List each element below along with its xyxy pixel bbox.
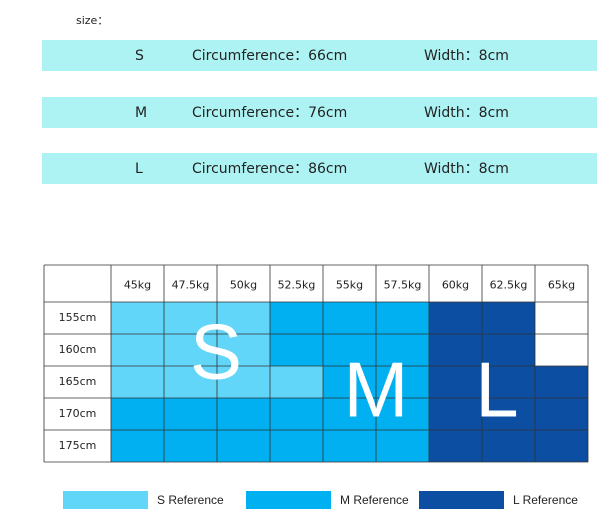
zone-letter: L [475,346,518,434]
weight-header: 57.5kg [384,279,422,292]
height-header: 155cm [59,311,97,324]
size-cell [376,398,429,430]
size-cell [270,302,323,334]
size-cell [535,430,588,462]
weight-header: 50kg [230,279,257,292]
size-cell [376,366,429,398]
size-cell [323,398,376,430]
size-cell [111,334,164,366]
size-row-bg [42,40,597,71]
size-cell [429,366,482,398]
size-cell [217,398,270,430]
legend-swatch [63,491,148,509]
weight-header: 45kg [124,279,151,292]
size-cell [429,334,482,366]
legend-swatch [419,491,504,509]
height-header: 170cm [59,407,97,420]
size-cell [270,430,323,462]
size-cell [164,302,217,334]
size-cell [217,302,270,334]
size-cell [376,302,429,334]
size-cell [535,366,588,398]
size-cell [482,430,535,462]
size-cell [482,366,535,398]
size-row-bg [42,97,597,128]
size-cell [217,366,270,398]
size-cell [429,430,482,462]
legend-label: L Reference [513,493,578,507]
width: Width：8cm [424,48,509,64]
size-cell [323,430,376,462]
size-cell [376,334,429,366]
size-name: L [135,161,143,177]
weight-header: 65kg [548,279,575,292]
size-cell [164,398,217,430]
size-cell [164,366,217,398]
size-cell [111,366,164,398]
size-cell [535,398,588,430]
size-cell [429,398,482,430]
size-cell [535,302,588,334]
size-cell [482,334,535,366]
size-cell [270,334,323,366]
size-cell [535,334,588,366]
legend-label: M Reference [340,493,409,507]
size-cell [217,334,270,366]
size-cell [111,398,164,430]
size-label: size： [76,14,108,27]
weight-header: 55kg [336,279,363,292]
size-cell [429,302,482,334]
weight-header: 47.5kg [172,279,210,292]
size-cell [164,334,217,366]
size-cell [111,302,164,334]
height-header: 175cm [59,439,97,452]
size-cell [376,430,429,462]
size-cell [323,334,376,366]
size-cell [111,430,164,462]
circumference: Circumference：66cm [192,48,347,64]
width: Width：8cm [424,161,509,177]
size-cell [323,366,376,398]
circumference: Circumference：86cm [192,161,347,177]
weight-header: 62.5kg [490,279,528,292]
size-cell [323,302,376,334]
size-cell [217,430,270,462]
zone-letter: S [190,308,242,396]
height-header: 165cm [59,375,97,388]
weight-header: 52.5kg [278,279,316,292]
legend-swatch [246,491,331,509]
size-cell [270,398,323,430]
size-cell [482,398,535,430]
legend-label: S Reference [157,493,224,507]
size-cell [482,302,535,334]
height-header: 160cm [59,343,97,356]
size-cell [270,366,323,398]
size-cell [164,430,217,462]
weight-header: 60kg [442,279,469,292]
width: Width：8cm [424,105,509,121]
zone-letter: M [344,346,409,434]
size-name: S [135,48,144,64]
size-row-bg [42,153,597,184]
size-name: M [135,105,147,121]
circumference: Circumference：76cm [192,105,347,121]
